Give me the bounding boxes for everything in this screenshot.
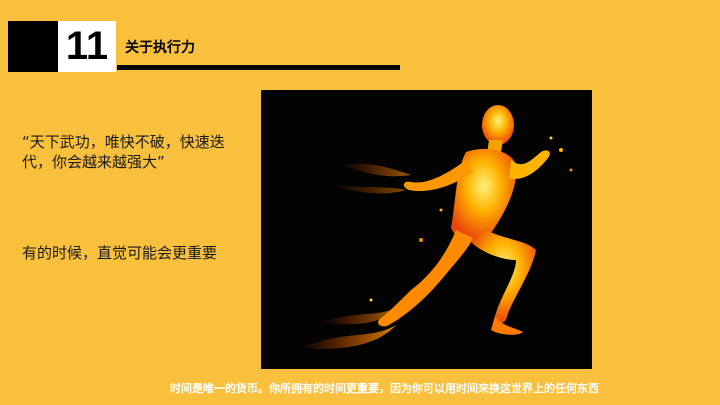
note-text: 有的时候，直觉可能会更重要 [22, 244, 218, 262]
footer-caption: 时间是唯一的货币。你所拥有的时间更重要，因为你可以用时间来换这世界上的任何东西 [170, 382, 599, 395]
section-marker-block [8, 21, 58, 72]
quote-text: “天下武功，唯快不破，快速迭代，你会越来越强大” [22, 133, 225, 171]
title-underline [117, 65, 400, 70]
page-title: 关于执行力 [125, 40, 195, 56]
section-number-box: 11 [58, 21, 116, 72]
flaming-runner-icon [301, 105, 573, 349]
runner-image [261, 90, 592, 369]
section-number: 11 [65, 24, 109, 68]
